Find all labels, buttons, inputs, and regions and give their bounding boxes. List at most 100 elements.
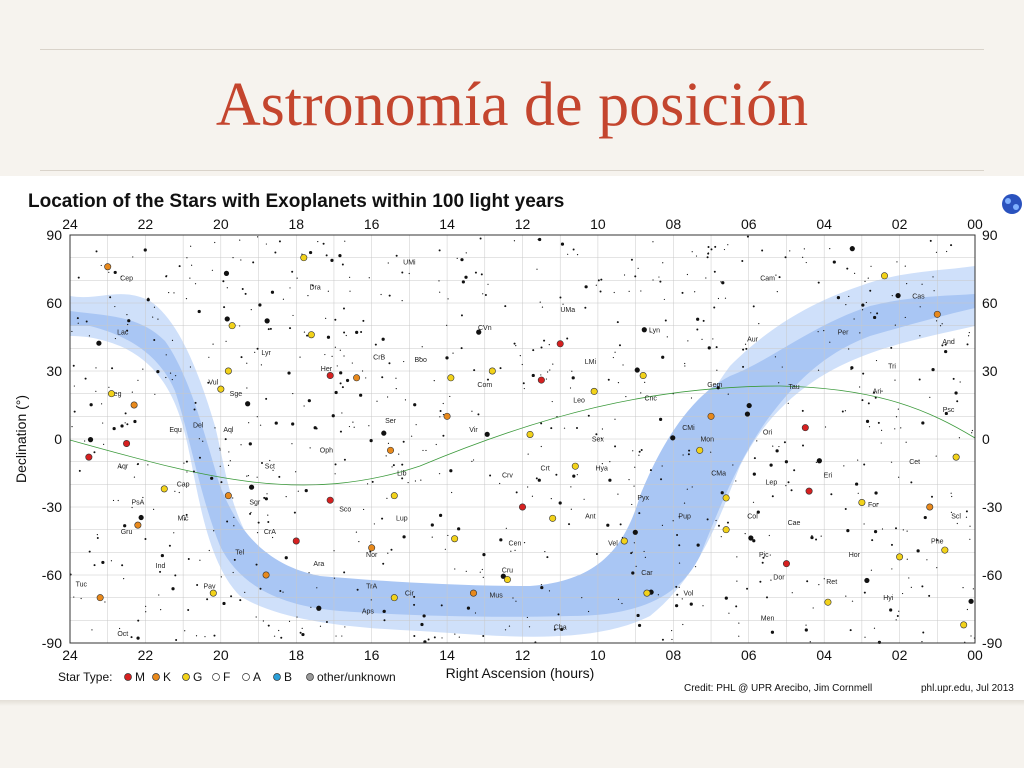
field-star [371, 480, 374, 483]
field-star [197, 309, 201, 314]
field-star [702, 605, 704, 607]
field-star [616, 321, 619, 324]
field-star [222, 280, 225, 283]
field-star [562, 303, 564, 305]
field-star [325, 317, 327, 319]
constellation-label: Vir [469, 427, 478, 434]
y-tick-label-right: -90 [982, 635, 1002, 651]
field-star [736, 556, 738, 558]
field-star [515, 491, 518, 494]
field-star [383, 619, 386, 622]
field-star [738, 622, 740, 624]
field-star [748, 535, 754, 541]
constellation-label: Cir [405, 590, 415, 597]
field-star [895, 292, 901, 299]
constellation-label: And [942, 339, 955, 346]
constellation-label: Tau [788, 384, 799, 391]
field-star [922, 631, 925, 634]
field-star [307, 399, 311, 403]
field-star [854, 272, 856, 274]
source-text: phl.upr.edu, Jul 2013 [921, 683, 1014, 694]
field-star [487, 283, 489, 285]
field-star [844, 507, 847, 510]
field-star [597, 279, 600, 282]
field-star [587, 610, 590, 613]
legend-title: Star Type: [58, 670, 112, 684]
field-star [806, 580, 809, 583]
field-star [504, 629, 507, 631]
field-star [361, 370, 364, 372]
field-star [401, 300, 403, 302]
field-star [248, 484, 255, 490]
field-star [114, 337, 117, 340]
field-star [296, 277, 298, 279]
field-star [233, 516, 235, 518]
field-star [499, 538, 503, 542]
field-star [296, 616, 298, 618]
field-star [343, 355, 345, 357]
field-star [746, 235, 749, 238]
field-star [829, 248, 831, 250]
field-star [687, 340, 689, 342]
field-star [972, 588, 974, 590]
field-star [239, 325, 241, 327]
field-star [923, 515, 927, 520]
field-star [901, 592, 904, 595]
field-star [638, 454, 640, 456]
x-tick-label-top: 08 [666, 216, 682, 232]
field-star [225, 340, 227, 342]
constellation-label: Col [747, 513, 758, 520]
field-star [607, 378, 610, 381]
field-star [935, 455, 937, 457]
field-star [744, 411, 751, 417]
field-star [376, 400, 378, 402]
legend-label: other/unknown [317, 670, 396, 684]
field-star [968, 331, 970, 334]
field-star [512, 597, 514, 599]
field-star [344, 626, 346, 628]
x-tick-label-top: 12 [515, 216, 531, 232]
constellation-label: Peg [109, 391, 122, 398]
field-star [341, 635, 343, 637]
field-star [121, 564, 124, 567]
field-star [144, 538, 147, 541]
field-star [339, 349, 341, 351]
field-star [420, 622, 424, 627]
field-star [272, 469, 274, 471]
field-star [894, 324, 896, 326]
field-star [676, 533, 679, 536]
constellation-label: Pav [203, 584, 216, 591]
field-star [266, 493, 268, 495]
field-star [769, 463, 773, 467]
y-tick-label-left: -90 [42, 635, 62, 651]
background-stars [69, 235, 975, 644]
field-star [701, 338, 703, 340]
field-star [256, 347, 259, 350]
field-star [929, 396, 931, 398]
field-star [368, 277, 370, 279]
field-star [263, 496, 266, 499]
field-star [540, 585, 544, 590]
field-star [299, 631, 302, 634]
field-star [208, 549, 210, 552]
field-star [136, 636, 140, 640]
field-star [187, 558, 190, 561]
field-star [650, 331, 652, 333]
exoplanet-star-point [620, 537, 628, 545]
field-star [326, 335, 331, 339]
field-star [778, 445, 780, 448]
field-star [239, 599, 242, 602]
constellation-label: Cet [909, 459, 920, 466]
exoplanet-star-point [880, 272, 888, 280]
field-star [621, 536, 623, 539]
constellation-label: Ser [385, 418, 397, 425]
field-star [632, 529, 638, 535]
field-star [401, 271, 404, 274]
field-star [614, 351, 616, 353]
field-star [335, 635, 337, 637]
field-star [78, 469, 81, 472]
field-star [735, 480, 737, 482]
field-star [941, 344, 944, 347]
field-star [220, 481, 223, 484]
field-star [308, 250, 313, 255]
